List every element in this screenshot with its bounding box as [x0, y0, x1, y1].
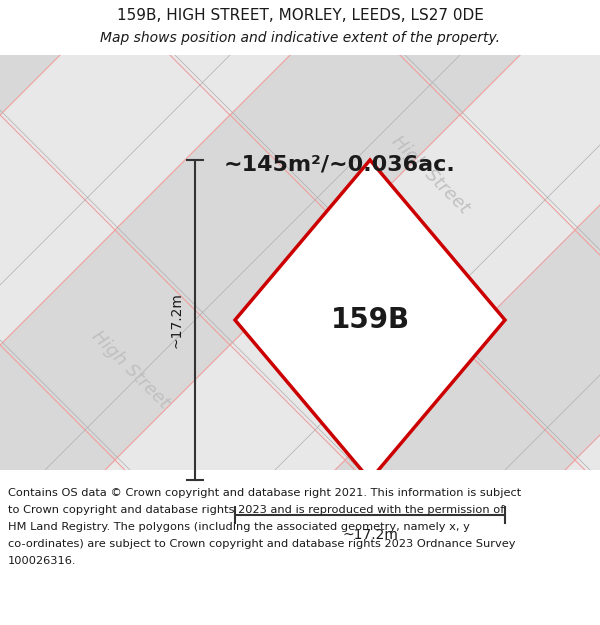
Polygon shape [115, 575, 345, 625]
Text: to Crown copyright and database rights 2023 and is reproduced with the permissio: to Crown copyright and database rights 2… [8, 505, 505, 515]
Polygon shape [345, 575, 575, 625]
Polygon shape [345, 115, 575, 345]
Polygon shape [0, 460, 230, 625]
Polygon shape [575, 575, 600, 625]
Polygon shape [575, 115, 600, 345]
Polygon shape [115, 345, 345, 575]
Polygon shape [0, 0, 115, 115]
Text: Contains OS data © Crown copyright and database right 2021. This information is : Contains OS data © Crown copyright and d… [8, 488, 521, 498]
Polygon shape [115, 0, 345, 115]
Text: High Street: High Street [88, 328, 172, 412]
Polygon shape [460, 230, 600, 460]
Polygon shape [235, 160, 505, 480]
Polygon shape [345, 345, 575, 575]
Text: HM Land Registry. The polygons (including the associated geometry, namely x, y: HM Land Registry. The polygons (includin… [8, 522, 470, 532]
Polygon shape [575, 345, 600, 575]
Text: ~17.2m: ~17.2m [342, 528, 398, 542]
Bar [0, 470, 600, 625]
Text: ~145m²/~0.036ac.: ~145m²/~0.036ac. [224, 155, 456, 175]
Text: 100026316.: 100026316. [8, 556, 77, 566]
Polygon shape [0, 575, 115, 625]
Polygon shape [460, 460, 600, 625]
Polygon shape [460, 0, 600, 230]
Text: High Street: High Street [388, 132, 472, 218]
Polygon shape [230, 460, 460, 625]
Text: co-ordinates) are subject to Crown copyright and database rights 2023 Ordnance S: co-ordinates) are subject to Crown copyr… [8, 539, 515, 549]
Text: ~17.2m: ~17.2m [170, 292, 184, 348]
Polygon shape [345, 0, 575, 115]
Bar [0, 0, 600, 55]
Text: 159B: 159B [331, 306, 410, 334]
Polygon shape [0, 115, 115, 345]
Text: 159B, HIGH STREET, MORLEY, LEEDS, LS27 0DE: 159B, HIGH STREET, MORLEY, LEEDS, LS27 0… [116, 9, 484, 24]
Text: Map shows position and indicative extent of the property.: Map shows position and indicative extent… [100, 31, 500, 45]
Polygon shape [230, 0, 460, 230]
Polygon shape [230, 230, 460, 460]
Polygon shape [115, 115, 345, 345]
Polygon shape [0, 230, 230, 460]
Polygon shape [0, 345, 115, 575]
Polygon shape [575, 0, 600, 115]
Polygon shape [0, 0, 230, 230]
